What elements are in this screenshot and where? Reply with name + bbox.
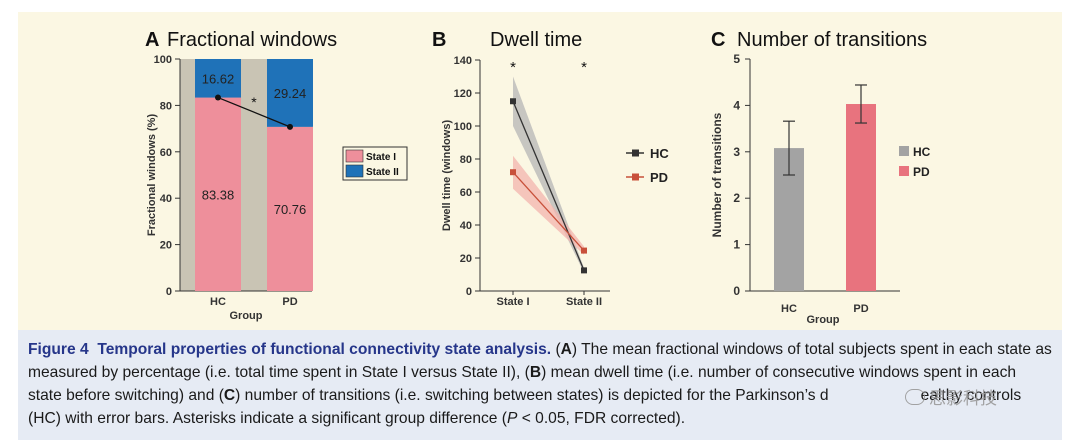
significance-asterisk-a: *	[251, 94, 257, 110]
x-tick-label-a: HC	[210, 296, 226, 308]
x-tick-label-b: State II	[566, 296, 602, 308]
caption-background	[18, 330, 1062, 440]
legend-swatch-c	[899, 166, 909, 176]
legend-swatch-a	[345, 164, 364, 178]
y-axis-label-c: Number of transitions	[710, 112, 724, 237]
figure-caption: Figure 4 Temporal properties of function…	[28, 338, 1054, 430]
chart-title-b: Dwell time	[490, 29, 582, 51]
bar-state-i-hc	[195, 97, 241, 291]
legend-swatch-c	[899, 146, 909, 156]
y-tick-label-b: 80	[460, 154, 472, 166]
caption-text-3: ) mean dwell time (i.e. number of consec…	[28, 364, 1017, 404]
watermark: 思影科技	[905, 384, 997, 409]
confidence-band-pd	[513, 155, 584, 255]
caption-panel-c: C	[223, 387, 236, 404]
y-tick-label-b: 140	[454, 55, 472, 67]
y-tick-label-b: 60	[460, 187, 472, 199]
caption-text-1: (	[551, 341, 561, 358]
data-point-hc	[581, 267, 587, 274]
data-label-state-ii-hc: 16.62	[202, 71, 235, 86]
y-tick-label-b: 100	[454, 121, 472, 133]
legend-marker-b	[632, 173, 639, 181]
caption-text-4: ) number of transitions (i.e. switching …	[235, 387, 829, 404]
series-line-hc	[512, 100, 585, 271]
watermark-text: 思影科技	[929, 389, 997, 409]
y-tick-label-c: 3	[733, 145, 740, 159]
y-tick-label-b: 20	[460, 253, 472, 265]
y-tick-label-a: 20	[160, 240, 172, 252]
legend-swatch-a	[345, 149, 364, 163]
legend-label-a: State II	[366, 167, 399, 178]
y-axis-label-a: Fractional windows (%)	[146, 114, 158, 237]
data-point-pd	[510, 169, 516, 176]
x-tick-label-a: PD	[282, 296, 297, 308]
panel-letter-a: A	[145, 29, 159, 51]
data-point-pd	[581, 247, 587, 254]
y-tick-label-a: 80	[160, 100, 172, 112]
y-tick-label-a: 0	[166, 286, 172, 298]
bar-state-ii-hc	[195, 59, 241, 98]
caption-text-5: ealthy controls (HC) with error bars. As…	[28, 387, 1022, 427]
y-axis-label-b: Dwell time (windows)	[441, 120, 453, 232]
legend-label-b: HC	[650, 146, 669, 161]
y-tick-label-c: 0	[733, 284, 740, 298]
caption-panel-b: B	[529, 364, 542, 381]
bar-state-ii-pd	[267, 59, 313, 127]
caption-panel-a: A	[560, 341, 572, 358]
legend-label-c: HC	[913, 145, 931, 159]
data-label-state-i-hc: 83.38	[202, 187, 235, 202]
y-tick-label-a: 60	[160, 147, 172, 159]
caption-text-2: ) The mean fractional windows of total s…	[28, 341, 1052, 381]
x-tick-label-c: HC	[781, 303, 797, 315]
x-axis-label-c: Group	[807, 314, 840, 326]
caption-title: Temporal properties of functional connec…	[97, 341, 552, 358]
y-tick-label-c: 1	[733, 238, 740, 252]
data-point-hc	[510, 98, 516, 105]
y-tick-label-c: 2	[733, 191, 740, 205]
y-tick-label-a: 40	[160, 193, 172, 205]
x-axis-label-a: Group	[230, 310, 263, 322]
x-tick-label-b: State I	[496, 296, 529, 308]
caption-figure-label: Figure 4	[28, 341, 89, 358]
connector-line-a	[217, 96, 291, 128]
data-label-state-ii-pd: 29.24	[274, 86, 307, 101]
chart-title-a: Fractional windows	[167, 29, 337, 51]
y-tick-label-b: 40	[460, 220, 472, 232]
wechat-icon	[905, 389, 925, 405]
legend-label-b: PD	[650, 170, 668, 185]
y-tick-label-a: 100	[154, 54, 172, 66]
legend-label-a: State I	[366, 152, 396, 163]
y-tick-label-c: 4	[733, 98, 740, 112]
connector-point-pd	[287, 123, 293, 130]
caption-p-symbol: P	[506, 410, 518, 427]
y-tick-label-b: 120	[454, 88, 472, 100]
y-tick-label-b: 0	[466, 286, 472, 298]
bar-pd	[846, 104, 876, 292]
charts-svg: A Fractional windows020406080100Fractiona…	[145, 29, 931, 326]
connector-point-hc	[215, 94, 221, 101]
legend-marker-b	[632, 149, 639, 157]
bar-state-i-pd	[267, 126, 313, 292]
significance-asterisk-b: *	[581, 59, 587, 76]
x-tick-label-c: PD	[853, 303, 868, 315]
caption-text-6: < 0.05, FDR corrected).	[517, 410, 686, 427]
chart-title-c: Number of transitions	[737, 29, 927, 51]
data-label-state-i-pd: 70.76	[274, 202, 307, 217]
legend-box-a	[342, 146, 408, 181]
legend-label-c: PD	[913, 165, 930, 179]
panel-letter-b: B	[432, 29, 446, 51]
y-tick-label-c: 5	[733, 52, 740, 66]
series-line-pd	[512, 171, 585, 252]
significance-asterisk-b: *	[510, 59, 516, 76]
panel-letter-c: C	[711, 29, 725, 51]
